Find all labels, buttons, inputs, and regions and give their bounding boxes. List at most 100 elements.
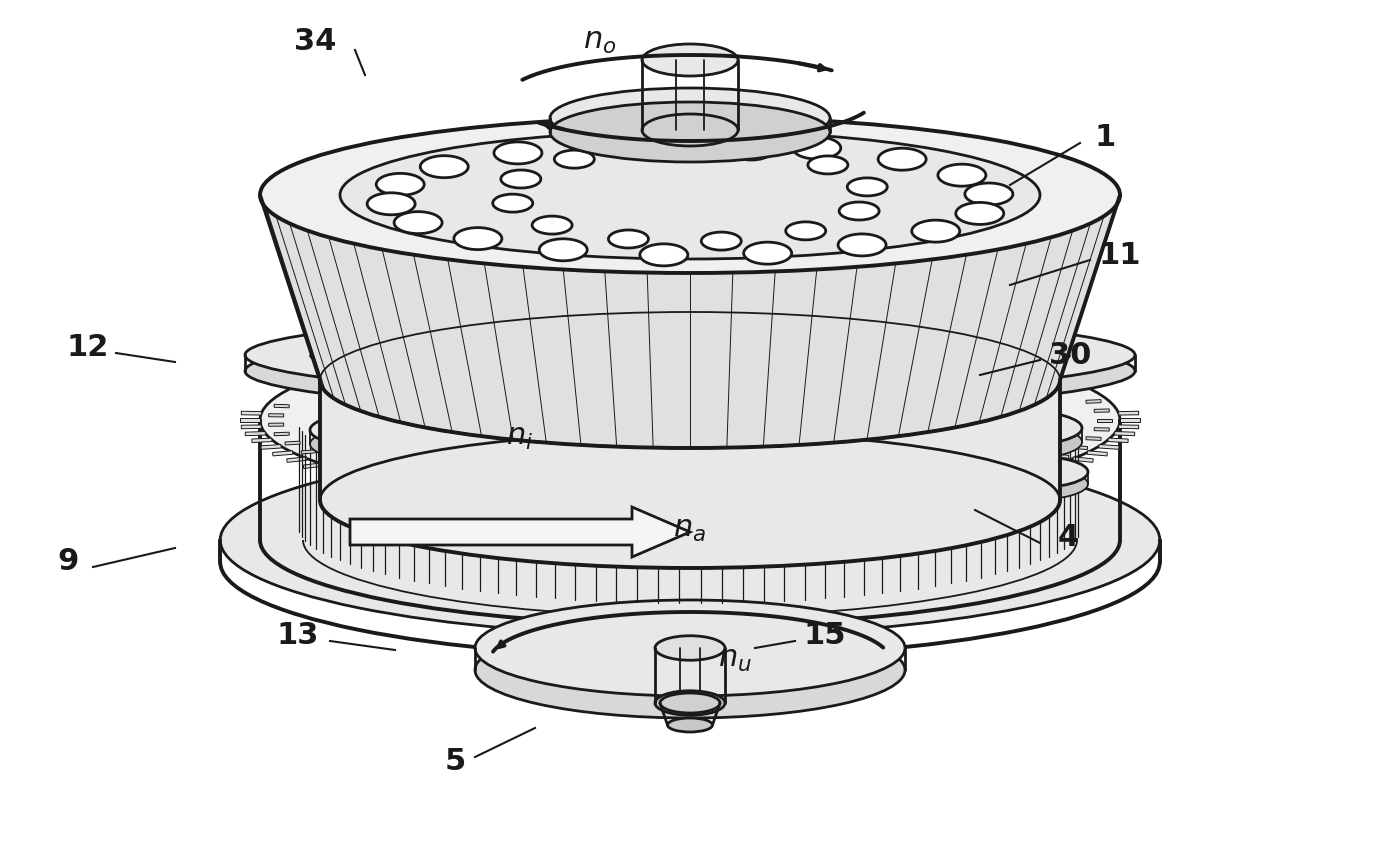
Polygon shape bbox=[1074, 457, 1093, 463]
Polygon shape bbox=[914, 491, 934, 500]
Ellipse shape bbox=[656, 636, 724, 660]
Ellipse shape bbox=[454, 227, 502, 250]
Ellipse shape bbox=[339, 131, 1041, 259]
Ellipse shape bbox=[701, 232, 741, 250]
Polygon shape bbox=[348, 465, 364, 470]
Polygon shape bbox=[1094, 409, 1110, 412]
Polygon shape bbox=[722, 504, 733, 524]
Ellipse shape bbox=[958, 411, 1082, 446]
Ellipse shape bbox=[259, 335, 1121, 505]
Polygon shape bbox=[1121, 418, 1140, 422]
Ellipse shape bbox=[956, 203, 1003, 224]
Text: $n_a$: $n_a$ bbox=[673, 515, 707, 544]
Polygon shape bbox=[301, 450, 316, 454]
Polygon shape bbox=[719, 489, 727, 504]
Polygon shape bbox=[573, 501, 591, 516]
Polygon shape bbox=[506, 497, 526, 509]
Text: $n_i$: $n_i$ bbox=[506, 423, 534, 452]
Text: 5: 5 bbox=[444, 747, 465, 776]
Ellipse shape bbox=[475, 600, 905, 696]
Polygon shape bbox=[540, 499, 558, 513]
Polygon shape bbox=[1108, 438, 1129, 442]
Ellipse shape bbox=[395, 211, 442, 233]
Polygon shape bbox=[273, 451, 293, 456]
Polygon shape bbox=[241, 425, 261, 429]
Text: 30: 30 bbox=[1049, 341, 1092, 370]
Polygon shape bbox=[689, 505, 691, 525]
Ellipse shape bbox=[322, 471, 437, 504]
Polygon shape bbox=[1119, 412, 1138, 415]
Polygon shape bbox=[537, 490, 551, 499]
Ellipse shape bbox=[642, 44, 738, 76]
Ellipse shape bbox=[785, 222, 825, 240]
Ellipse shape bbox=[875, 411, 1005, 447]
Polygon shape bbox=[609, 503, 624, 521]
Ellipse shape bbox=[246, 331, 1134, 411]
Ellipse shape bbox=[497, 399, 613, 431]
Ellipse shape bbox=[475, 622, 905, 718]
Polygon shape bbox=[933, 481, 948, 487]
Ellipse shape bbox=[533, 216, 573, 234]
Polygon shape bbox=[286, 441, 301, 445]
Ellipse shape bbox=[415, 453, 535, 486]
Polygon shape bbox=[322, 469, 342, 475]
Polygon shape bbox=[344, 474, 363, 481]
Ellipse shape bbox=[795, 407, 915, 440]
Ellipse shape bbox=[660, 693, 720, 713]
Ellipse shape bbox=[377, 173, 424, 195]
Polygon shape bbox=[269, 423, 284, 426]
Text: 34: 34 bbox=[294, 27, 337, 56]
Polygon shape bbox=[240, 418, 259, 422]
Ellipse shape bbox=[501, 170, 541, 188]
Polygon shape bbox=[854, 497, 874, 509]
Polygon shape bbox=[493, 487, 508, 495]
Ellipse shape bbox=[403, 407, 527, 442]
Polygon shape bbox=[1087, 451, 1107, 456]
Text: 15: 15 bbox=[803, 621, 846, 650]
Polygon shape bbox=[418, 487, 437, 496]
Polygon shape bbox=[380, 472, 395, 478]
Ellipse shape bbox=[415, 465, 535, 498]
Polygon shape bbox=[261, 445, 282, 449]
Ellipse shape bbox=[972, 468, 1087, 500]
Polygon shape bbox=[414, 478, 429, 485]
Ellipse shape bbox=[493, 194, 533, 212]
Ellipse shape bbox=[885, 453, 1005, 486]
Ellipse shape bbox=[642, 114, 738, 146]
Ellipse shape bbox=[259, 117, 1121, 273]
Ellipse shape bbox=[494, 142, 542, 164]
Polygon shape bbox=[822, 499, 840, 513]
Polygon shape bbox=[943, 487, 962, 496]
Polygon shape bbox=[1115, 432, 1134, 435]
Ellipse shape bbox=[839, 202, 879, 220]
Ellipse shape bbox=[656, 691, 724, 715]
Ellipse shape bbox=[693, 132, 740, 154]
Polygon shape bbox=[269, 414, 284, 417]
Polygon shape bbox=[366, 478, 386, 486]
Text: 4: 4 bbox=[1057, 523, 1079, 552]
Ellipse shape bbox=[938, 164, 985, 187]
Text: 13: 13 bbox=[277, 621, 319, 650]
Polygon shape bbox=[351, 507, 690, 557]
Ellipse shape bbox=[246, 315, 1134, 395]
Text: 12: 12 bbox=[66, 333, 109, 362]
Ellipse shape bbox=[878, 148, 926, 170]
Polygon shape bbox=[1002, 469, 1017, 475]
Ellipse shape bbox=[885, 465, 1005, 498]
Polygon shape bbox=[1086, 437, 1101, 440]
Polygon shape bbox=[259, 195, 1121, 448]
Ellipse shape bbox=[421, 156, 468, 178]
Polygon shape bbox=[851, 488, 865, 498]
Polygon shape bbox=[304, 463, 323, 469]
Ellipse shape bbox=[551, 102, 829, 162]
Ellipse shape bbox=[540, 239, 588, 261]
Polygon shape bbox=[1094, 428, 1110, 431]
Polygon shape bbox=[241, 412, 261, 415]
Ellipse shape bbox=[838, 234, 886, 256]
Ellipse shape bbox=[221, 444, 1159, 636]
Ellipse shape bbox=[403, 422, 527, 457]
Polygon shape bbox=[451, 483, 466, 490]
Polygon shape bbox=[762, 490, 774, 503]
Text: $n_o$: $n_o$ bbox=[584, 27, 617, 56]
Polygon shape bbox=[1072, 446, 1087, 450]
